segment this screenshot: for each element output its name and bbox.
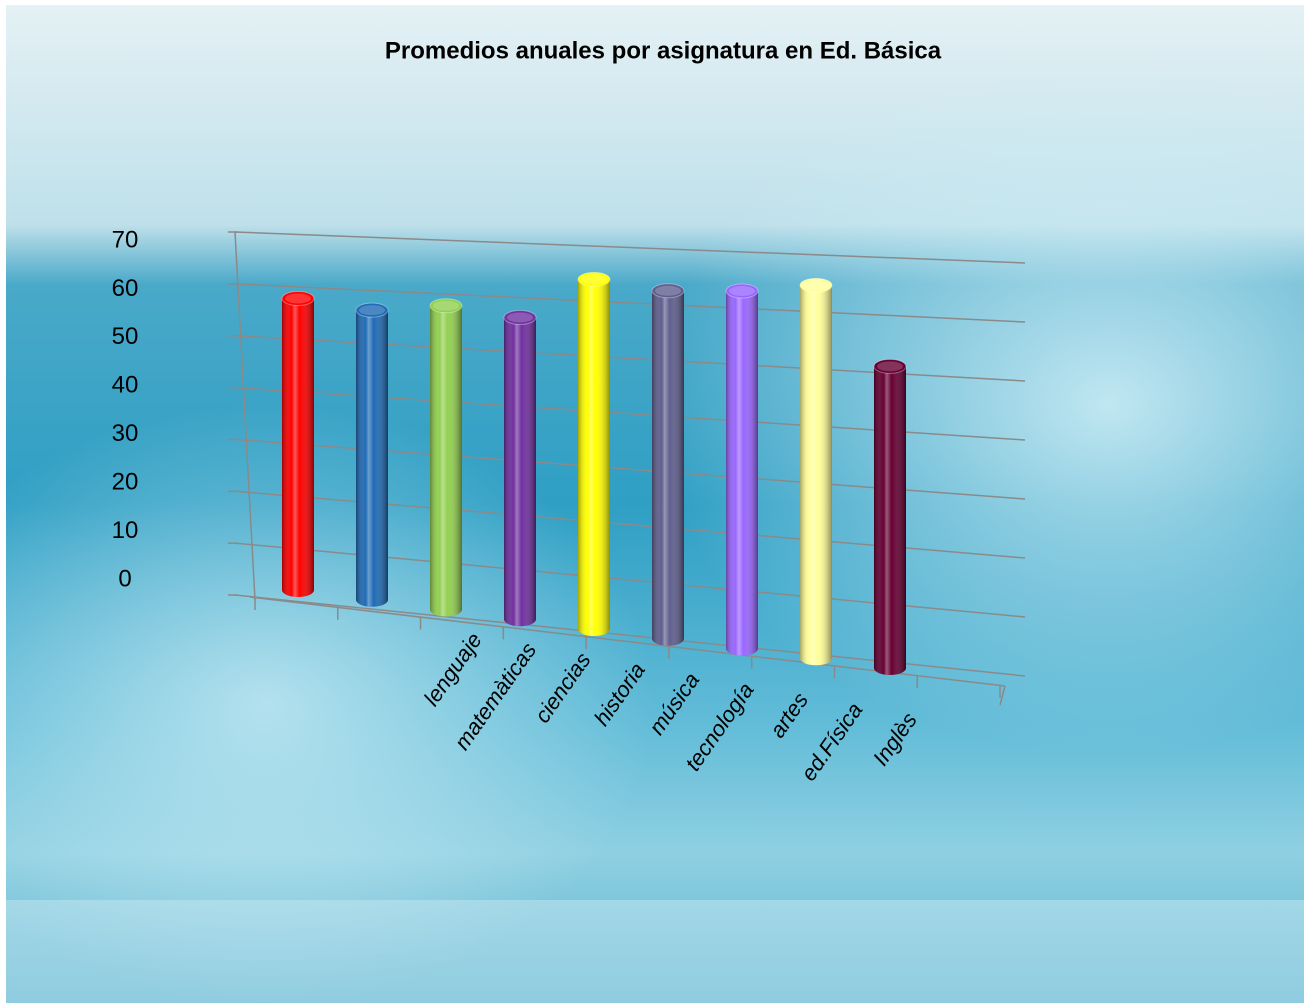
y-tick-label: 50 [112, 323, 139, 350]
bar-cap [429, 298, 463, 314]
bar-shade [874, 366, 906, 675]
bar-shade [356, 310, 388, 607]
bar-shade [652, 290, 684, 646]
bar-shade [282, 298, 314, 597]
y-tick-label: 10 [112, 517, 139, 544]
bar-cap [281, 291, 315, 306]
bar-cap [577, 271, 611, 287]
bar-cap-shine [729, 285, 755, 296]
bar-cap-shine [655, 285, 681, 296]
bar-cap-shine [803, 280, 829, 291]
bar-cap [503, 309, 537, 325]
bar-cap [799, 277, 833, 293]
bar-cap [873, 358, 907, 374]
bar-cap [725, 283, 759, 299]
bar-cap-shine [433, 300, 459, 311]
grid-line [234, 283, 1026, 323]
bar-cap-shine [877, 361, 903, 372]
bar-shade [430, 305, 462, 617]
chart-title: Promedios anuales por asignatura en Ed. … [385, 37, 942, 64]
bar-cap-shine [581, 274, 607, 285]
y-tick-label: 0 [118, 565, 131, 592]
bar-cap [651, 283, 685, 299]
y-tick-label: 40 [112, 372, 139, 399]
background-shore [6, 900, 1304, 1003]
y-tick-label: 20 [112, 468, 139, 495]
x-axis-end [999, 685, 1006, 706]
y-tick-label: 30 [112, 420, 139, 447]
y-tick-label: 60 [112, 275, 139, 302]
bar-cap [355, 302, 389, 318]
bar-cap-shine [285, 293, 311, 304]
bar-cap-shine [359, 305, 385, 316]
bar-shade [578, 279, 610, 636]
y-tick-label: 70 [112, 226, 139, 253]
bar-shade [726, 290, 758, 656]
bar-shade [800, 285, 832, 666]
y-axis [234, 231, 256, 601]
bar-cap-shine [507, 312, 533, 323]
bar-shade [504, 317, 536, 627]
grid-line [234, 231, 1026, 264]
